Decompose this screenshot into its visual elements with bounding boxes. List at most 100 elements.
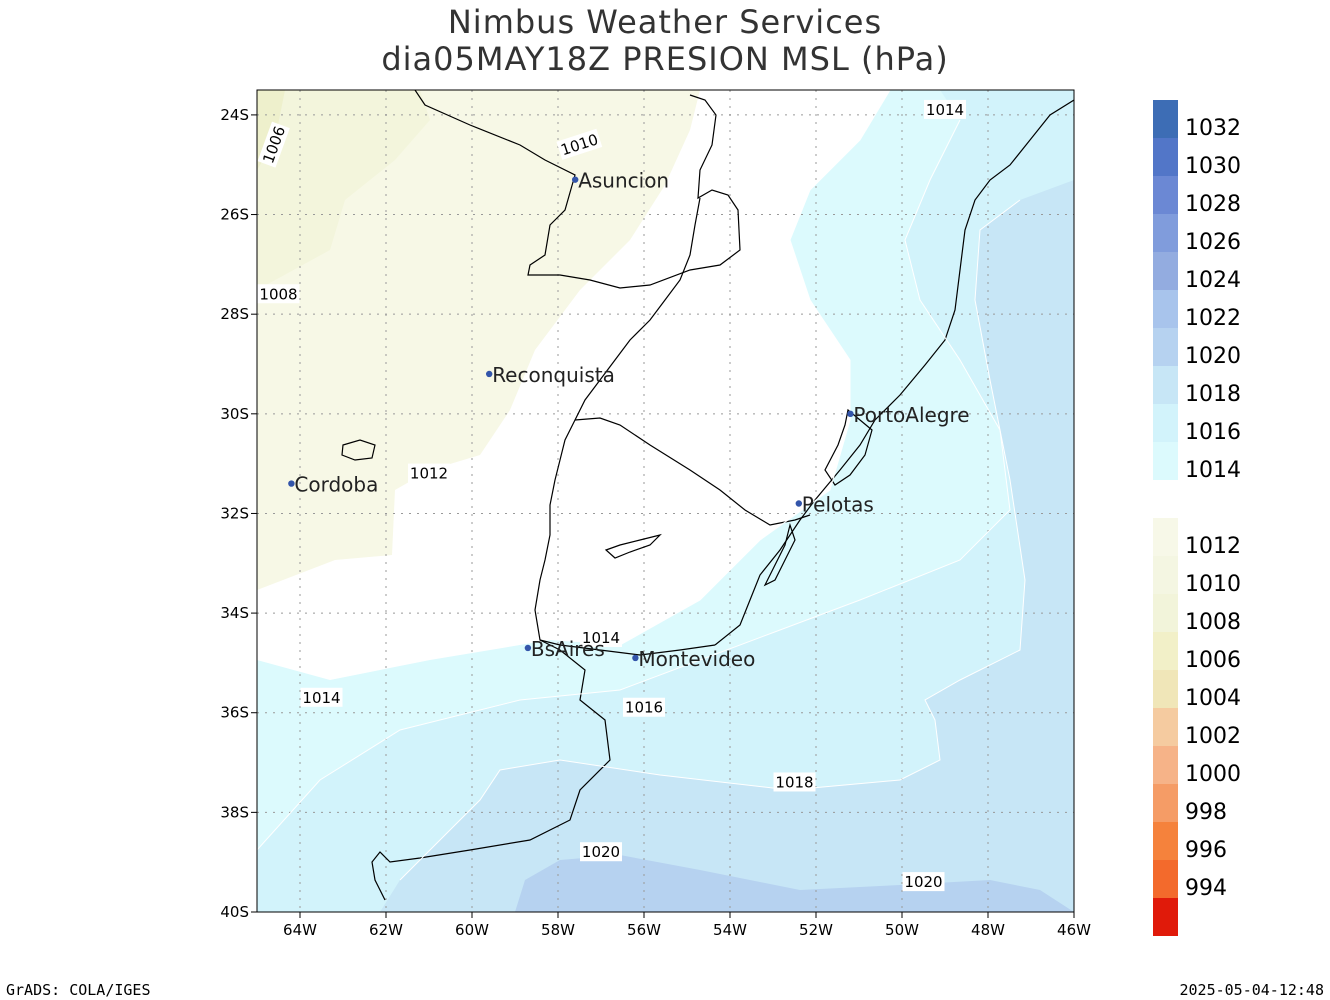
legend-label-6: 1020 — [1185, 344, 1241, 369]
lon-tick-label-6: 52W — [799, 921, 833, 939]
lon-tick-label-8: 48W — [971, 921, 1005, 939]
coastlines-borders — [341, 90, 1074, 901]
legend-label-17: 1000 — [1185, 762, 1241, 787]
pressure-region-1016-1018 — [257, 90, 1074, 912]
legend-swatch-7 — [1153, 366, 1178, 404]
title-line2: dia05MAY18Z PRESION MSL (hPa) — [381, 40, 948, 78]
contour-label-bg-4 — [924, 99, 966, 119]
contour-label-2: 1008 — [257, 284, 300, 304]
contour-label-7: 1016 — [623, 697, 665, 717]
city-label-portoalegre: PortoAlegre — [853, 403, 969, 427]
contour-label-bg-8 — [773, 772, 816, 792]
legend-swatch-3 — [1153, 214, 1178, 252]
city-marker-portoalegre — [847, 410, 854, 418]
lon-tick-label-7: 50W — [885, 921, 919, 939]
map-panel — [256, 89, 1075, 913]
contour-label-text-3: 1012 — [410, 465, 448, 483]
footer-left: GrADS: COLA/IGES — [6, 981, 151, 999]
city-marker-reconquista — [486, 370, 493, 378]
lon-tick-label-9: 46W — [1057, 921, 1091, 939]
city-marker-asuncion — [572, 176, 579, 183]
legend-swatch-19 — [1153, 822, 1178, 860]
city-label-asuncion: Asuncion — [578, 169, 669, 193]
contour-label-bg-1 — [556, 128, 603, 160]
contour-label-6: 1014 — [300, 687, 343, 707]
pressure-region-1010-1012 — [257, 90, 700, 590]
legend-swatch-17 — [1153, 746, 1178, 784]
legend-swatch-4 — [1153, 252, 1178, 290]
city-marker-montevideo — [632, 654, 639, 662]
legend-label-0: 1032 — [1185, 116, 1241, 141]
atlantic-coast — [714, 99, 1074, 646]
city-label-reconquista: Reconquista — [492, 363, 615, 387]
uruguay-border — [574, 417, 811, 526]
contour-label-bg-2 — [257, 284, 300, 304]
city-marker-bsaires — [524, 644, 532, 652]
legend-swatch-10 — [1153, 480, 1178, 518]
isobars — [257, 90, 1026, 881]
contour-label-3: 1012 — [408, 463, 450, 483]
legend-swatch-16 — [1153, 708, 1178, 746]
lat-tick-label-0: 24S — [220, 106, 249, 124]
title-line1: Nimbus Weather Services — [448, 3, 882, 41]
city-label-bsaires: BsAires — [531, 637, 605, 661]
lat-tick-label-1: 26S — [220, 206, 249, 224]
contour-label-8: 1018 — [773, 772, 816, 792]
lon-tick-label-1: 62W — [369, 921, 403, 939]
cities: Asuncion Reconquista Cordoba PortoAlegre Pel… — [288, 169, 970, 671]
legend-label-18: 998 — [1185, 800, 1227, 825]
legend-swatch-5 — [1153, 290, 1178, 328]
contour-label-10: 1020 — [902, 872, 945, 892]
legend-label-12: 1010 — [1185, 572, 1241, 597]
legend-swatch-15 — [1153, 670, 1178, 708]
rio-de-la-plata-south — [371, 639, 611, 901]
legend-swatch-11 — [1153, 518, 1178, 556]
contour-label-bg-10 — [902, 872, 945, 892]
contour-label-text-7: 1016 — [625, 699, 663, 717]
legend-swatch-14 — [1153, 632, 1178, 670]
contour-labels: 1006 101010081012101410141014101610181020… — [257, 99, 966, 892]
legend-label-5: 1022 — [1185, 306, 1241, 331]
legend-swatch-6 — [1153, 328, 1178, 366]
legend-swatch-21 — [1153, 898, 1178, 936]
legend-label-9: 1014 — [1185, 458, 1241, 483]
contour-label-text-6: 1014 — [302, 689, 340, 707]
contour-label-9: 1020 — [580, 842, 622, 862]
contour-label-text-9: 1020 — [582, 843, 620, 861]
city-label-montevideo: Montevideo — [638, 647, 755, 671]
contour-label-bg-9 — [580, 842, 622, 862]
lon-tick-label-4: 56W — [627, 921, 661, 939]
isobar-1014-east — [619, 90, 891, 646]
contour-label-text-8: 1018 — [775, 773, 813, 791]
legend-swatch-12 — [1153, 556, 1178, 594]
contour-label-bg-3 — [408, 463, 450, 483]
contour-label-text-4: 1014 — [926, 101, 964, 119]
contour-label-text-10: 1020 — [904, 873, 942, 891]
legend-label-16: 1002 — [1185, 724, 1241, 749]
legend-label-11: 1012 — [1185, 534, 1241, 559]
legend-swatch-13 — [1153, 594, 1178, 632]
mar-chiquita — [341, 439, 376, 461]
lat-tick-label-6: 36S — [220, 704, 249, 722]
city-marker-pelotas — [795, 500, 802, 507]
parana-river — [534, 197, 716, 656]
legend-label-7: 1018 — [1185, 382, 1241, 407]
legend-swatch-0 — [1153, 100, 1178, 138]
legend-label-2: 1028 — [1185, 192, 1241, 217]
legend-swatch-20 — [1153, 860, 1178, 898]
legend-swatch-8 — [1153, 404, 1178, 442]
city-marker-cordoba — [288, 480, 295, 487]
lon-tick-label-2: 60W — [455, 921, 489, 939]
city-label-cordoba: Cordoba — [294, 473, 378, 497]
legend-label-13: 1008 — [1185, 610, 1241, 635]
contour-label-bg-0 — [257, 121, 290, 168]
map-frame — [256, 89, 1075, 913]
legend-label-19: 996 — [1185, 838, 1227, 863]
latitude-ticks: 24S 26S 28S 30S 32S 34S 36S 38S 40S — [220, 106, 257, 921]
lat-tick-label-5: 34S — [220, 604, 249, 622]
pressure-fill — [257, 90, 1074, 912]
legend-label-15: 1004 — [1185, 686, 1241, 711]
lon-tick-label-0: 64W — [283, 921, 317, 939]
contour-label-text-5: 1014 — [582, 629, 620, 647]
